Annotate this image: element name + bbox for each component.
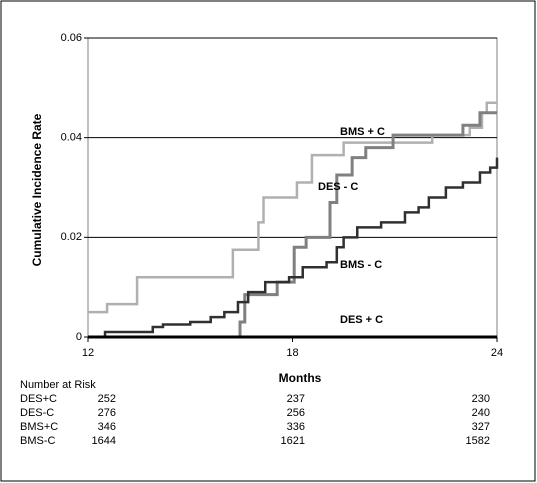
x-tick-label: 24 bbox=[491, 347, 503, 359]
risk-value: 240 bbox=[472, 407, 490, 419]
risk-title: Number at Risk bbox=[20, 379, 96, 391]
risk-value: 230 bbox=[472, 393, 490, 405]
risk-row-label: DES-C bbox=[20, 407, 54, 419]
risk-value: 1582 bbox=[466, 435, 490, 447]
risk-value: 252 bbox=[98, 393, 116, 405]
y-tick-label: 0 bbox=[76, 331, 82, 343]
series-line bbox=[88, 111, 497, 339]
y-tick-label: 0.02 bbox=[61, 231, 82, 243]
risk-value: 346 bbox=[98, 421, 116, 433]
y-tick-label: 0.06 bbox=[61, 32, 82, 44]
plot-area bbox=[87, 37, 498, 338]
risk-value: 1644 bbox=[92, 435, 116, 447]
series-label: DES + C bbox=[340, 314, 383, 326]
risk-row-label: DES+C bbox=[20, 393, 57, 405]
risk-value: 336 bbox=[287, 421, 305, 433]
risk-value: 327 bbox=[472, 421, 490, 433]
series-label: DES - C bbox=[318, 181, 358, 193]
risk-row-label: BMS-C bbox=[20, 435, 56, 447]
x-tick-label: 12 bbox=[82, 347, 94, 359]
risk-value: 237 bbox=[287, 393, 305, 405]
series-line bbox=[88, 157, 499, 339]
x-axis-label: Months bbox=[279, 371, 322, 385]
risk-row-label: BMS+C bbox=[20, 421, 58, 433]
risk-value: 1621 bbox=[281, 435, 305, 447]
series-line bbox=[88, 101, 497, 314]
risk-value: 276 bbox=[98, 407, 116, 419]
series-label: BMS + C bbox=[340, 126, 385, 138]
x-tick-label: 18 bbox=[286, 347, 298, 359]
series-label: BMS - C bbox=[340, 259, 382, 271]
y-axis-label: Cumulative Incidence Rate bbox=[30, 113, 44, 266]
y-tick-label: 0.04 bbox=[61, 132, 82, 144]
risk-value: 256 bbox=[287, 407, 305, 419]
